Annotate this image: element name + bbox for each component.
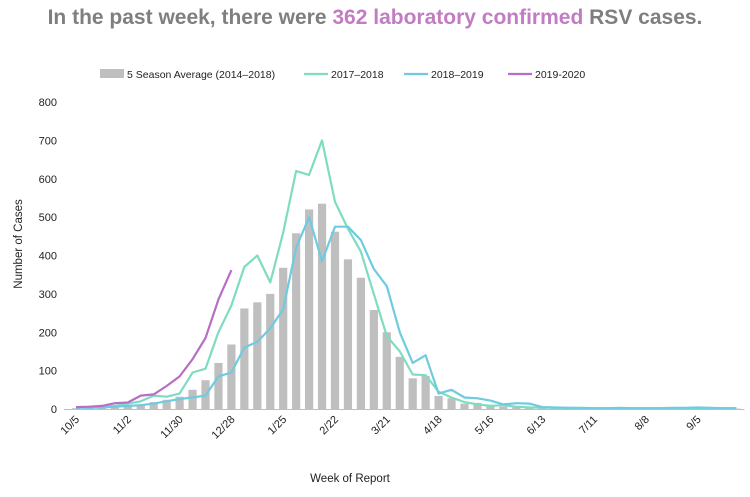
x-tick-label: 11/2 xyxy=(111,414,134,437)
legend-label: 2018–2019 xyxy=(431,69,484,81)
line-series-3 xyxy=(75,269,233,409)
bar xyxy=(266,293,275,409)
legend-label: 2017–2018 xyxy=(331,69,384,81)
bar xyxy=(279,267,288,409)
x-tick-label: 8/8 xyxy=(633,414,652,433)
bar xyxy=(434,395,443,409)
bar xyxy=(123,405,132,409)
line-series-1 xyxy=(76,139,737,410)
bar xyxy=(382,332,391,409)
x-tick-label: 7/11 xyxy=(577,414,600,437)
y-tick-label: 300 xyxy=(39,289,57,301)
chart-title: In the past week, there were 362 laborat… xyxy=(0,6,750,30)
bar xyxy=(408,378,417,409)
chart-legend: 5 Season Average (2014–2018) 2017–2018 201… xyxy=(100,69,585,81)
x-tick-label: 5/16 xyxy=(473,414,497,438)
legend-label: 2019-2020 xyxy=(535,69,585,81)
bar xyxy=(253,302,262,409)
bar xyxy=(188,389,197,409)
bar xyxy=(214,362,223,409)
bar xyxy=(227,344,236,409)
x-tick-label: 3/21 xyxy=(369,414,393,438)
line-series-group xyxy=(75,139,737,410)
y-tick-label: 800 xyxy=(39,97,57,109)
bar xyxy=(460,403,469,409)
y-axis-label: Number of Cases xyxy=(13,199,25,289)
bar xyxy=(447,398,456,409)
bar xyxy=(305,209,314,409)
bar xyxy=(512,407,521,409)
x-tick-label: 6/13 xyxy=(525,414,549,438)
bar xyxy=(110,406,119,409)
x-tick-label: 12/28 xyxy=(210,414,238,442)
x-tick-label: 10/5 xyxy=(58,414,82,438)
x-tick-label: 4/18 xyxy=(421,414,445,438)
bar xyxy=(421,375,430,409)
legend-label: 5 Season Average (2014–2018) xyxy=(127,69,275,81)
legend-swatch xyxy=(100,69,124,78)
bar xyxy=(395,356,404,409)
bar xyxy=(136,404,145,409)
y-tick-label: 600 xyxy=(39,174,57,186)
bar xyxy=(149,402,158,409)
line-series-2 xyxy=(76,216,737,410)
bar xyxy=(317,203,327,409)
y-tick-label: 400 xyxy=(39,251,57,263)
y-tick-label: 700 xyxy=(39,135,57,147)
bar xyxy=(175,396,184,409)
bar xyxy=(240,308,249,409)
x-axis-label: Week of Report xyxy=(310,473,390,485)
bar xyxy=(162,399,171,409)
y-tick-label: 100 xyxy=(39,366,57,378)
bar xyxy=(343,259,353,409)
x-tick-label: 1/25 xyxy=(266,414,290,438)
y-tick-label: 500 xyxy=(39,212,57,224)
chart-axes: 0 100 200 300 400 500 600 700 800 10/5 11/2 11/30 12… xyxy=(39,97,745,442)
bar-series xyxy=(71,203,741,409)
bar xyxy=(486,405,495,409)
title-suffix: RSV cases. xyxy=(589,6,703,29)
bar xyxy=(330,231,340,409)
bar xyxy=(369,309,378,409)
x-tick-label: 11/30 xyxy=(158,414,185,441)
bar xyxy=(292,233,301,409)
bar xyxy=(499,406,508,409)
y-tick-label: 200 xyxy=(39,327,57,339)
title-highlight: 362 laboratory confirmed xyxy=(332,6,584,29)
bar xyxy=(473,402,482,409)
title-prefix: In the past week, there were xyxy=(47,6,327,29)
x-tick-label: 9/5 xyxy=(684,414,703,433)
bar xyxy=(356,277,365,409)
x-tick-label: 2/22 xyxy=(317,414,341,438)
y-tick-label: 0 xyxy=(51,404,57,416)
